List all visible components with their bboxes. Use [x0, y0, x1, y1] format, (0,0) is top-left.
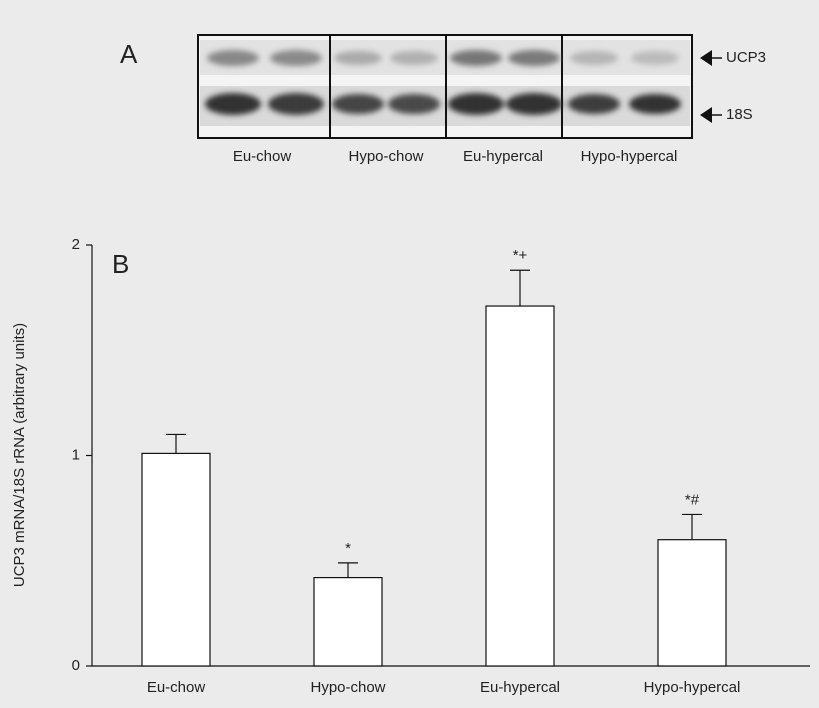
x-tick-label: Eu-chow [147, 679, 206, 696]
x-tick-label: Hypo-hypercal [644, 679, 741, 696]
band-label: UCP3 [726, 49, 766, 66]
bar [486, 306, 554, 666]
figure: A UCP3 18S Eu-chow Hypo-chow Eu-hypercal… [0, 0, 819, 708]
bar [658, 540, 726, 666]
significance-annotation: *+ [513, 247, 528, 264]
blot [198, 35, 692, 138]
x-tick-label: Hypo-chow [310, 679, 385, 696]
y-axis-label: UCP3 mRNA/18S rRNA (arbitrary units) [11, 323, 28, 587]
lane-label: Eu-hypercal [463, 148, 543, 165]
bar [314, 578, 382, 666]
y-tick-label: 1 [72, 446, 80, 463]
panel-label: B [112, 249, 129, 279]
y-tick-label: 2 [72, 236, 80, 253]
band-label: 18S [726, 106, 753, 123]
x-tick-label: Eu-hypercal [480, 679, 560, 696]
lane-label: Eu-chow [233, 148, 292, 165]
lane-label: Hypo-hypercal [581, 148, 678, 165]
y-tick-label: 0 [72, 657, 80, 674]
lane-label: Hypo-chow [348, 148, 423, 165]
significance-annotation: *# [685, 491, 700, 508]
significance-annotation: * [345, 540, 351, 557]
bar [142, 453, 210, 666]
panel-label: A [120, 39, 138, 69]
